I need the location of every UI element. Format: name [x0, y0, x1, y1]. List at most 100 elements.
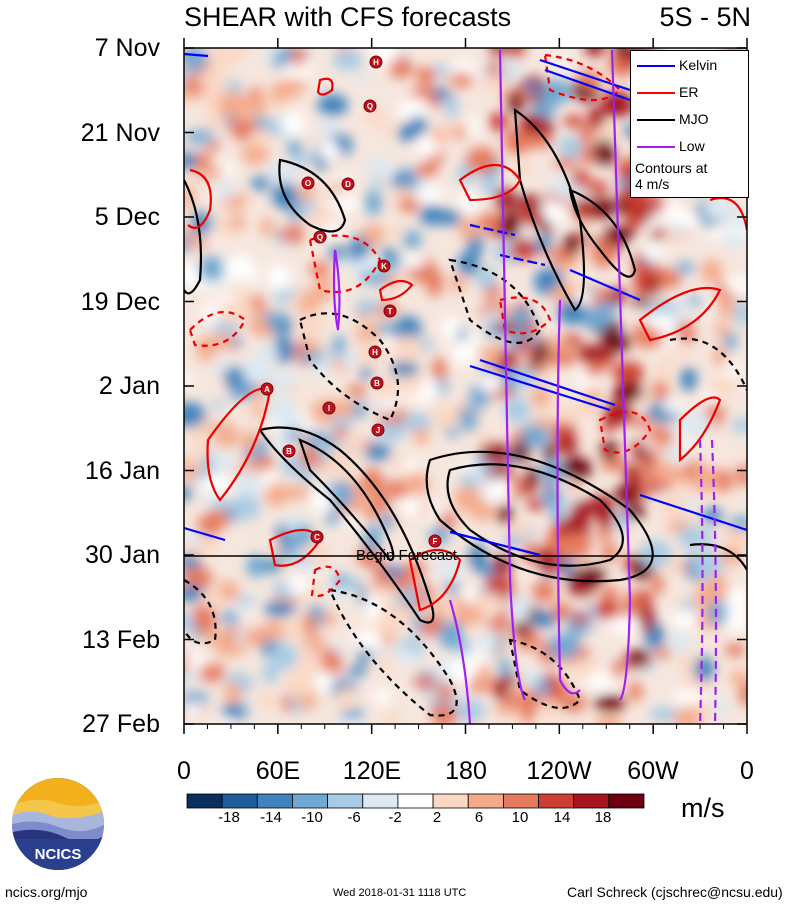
shear-cell [361, 224, 386, 245]
shear-cell [452, 127, 465, 139]
colorbar-swatch [186, 793, 223, 809]
legend-er-label: ER [679, 84, 699, 100]
shear-cell [325, 223, 340, 236]
shear-cell [554, 405, 577, 424]
storm-marker: H [368, 345, 382, 359]
contour-line [543, 53, 622, 101]
shear-cell [459, 471, 480, 491]
shear-cell [269, 642, 298, 671]
shear-cell [673, 707, 701, 724]
shear-cell [392, 453, 406, 474]
shear-cell [513, 634, 543, 645]
shear-cell [595, 599, 620, 619]
cb-label-m18: -18 [218, 809, 240, 826]
contour-line [479, 358, 616, 407]
shear-cell [534, 677, 550, 697]
shear-cell [414, 187, 445, 203]
shear-cell [281, 110, 304, 138]
contour-line [308, 234, 382, 294]
shear-cell [289, 292, 304, 306]
shear-cell [595, 714, 622, 724]
shear-cell [408, 676, 440, 689]
shear-cell [520, 424, 548, 448]
shear-cell [371, 178, 385, 189]
shear-cell [242, 358, 272, 386]
shear-cell [246, 554, 266, 578]
shear-cell [497, 504, 514, 525]
shear-cell [601, 543, 618, 562]
shear-cell [209, 333, 237, 350]
shear-cell [481, 628, 500, 656]
shear-cell [203, 114, 230, 128]
shear-cell [402, 562, 429, 575]
shear-cell [184, 701, 201, 719]
shear-cell [250, 294, 264, 312]
shear-cell [332, 49, 364, 71]
contour-line [332, 249, 341, 331]
legend: Kelvin ER MJO Low Contours at 4 m/s [630, 50, 749, 198]
shear-cell [560, 532, 592, 559]
shear-cell [402, 255, 426, 268]
shear-cell [317, 94, 348, 116]
shear-cell [336, 686, 355, 713]
ytick-5-dec: 5 Dec [94, 203, 160, 231]
shear-cell [651, 227, 664, 241]
shear-cell [525, 498, 547, 511]
shear-cell [198, 255, 225, 283]
shear-cell [707, 599, 728, 626]
shear-cell [453, 485, 482, 512]
legend-contour-note: Contours at 4 m/s [635, 160, 708, 192]
shear-cell [682, 598, 695, 616]
shear-cell [220, 610, 240, 625]
shear-cell [329, 399, 355, 419]
storm-marker: I [322, 401, 336, 415]
shear-cell [472, 592, 502, 610]
xtick-120w: 120W [526, 757, 592, 785]
storm-marker-letter: O [305, 179, 311, 188]
contour-line [569, 268, 641, 302]
shear-cell [346, 432, 365, 456]
shear-cell [217, 91, 249, 119]
contour-line [408, 548, 462, 612]
shear-cell [431, 128, 446, 144]
shear-cell [390, 604, 416, 626]
shear-cell [301, 342, 325, 353]
contour-line [556, 299, 581, 695]
storm-markers: H Q O D Q K T H B A I J B C F [260, 55, 442, 548]
shear-cell [233, 470, 263, 497]
xtick-180: 180 [445, 757, 487, 785]
shear-cell [670, 611, 700, 629]
shear-cell [363, 593, 382, 621]
shear-cell [200, 473, 232, 495]
shear-cell [249, 129, 273, 145]
colorbar-swatch [538, 793, 575, 809]
storm-marker: H [369, 55, 383, 69]
colorbar-swatch [432, 793, 469, 809]
shear-cell [232, 494, 261, 520]
shear-cell [650, 574, 665, 595]
storm-marker: Q [363, 99, 377, 113]
shear-cell [539, 200, 566, 227]
colorbar-swatch [467, 793, 504, 809]
shear-cell [509, 691, 532, 706]
shear-cell [260, 217, 274, 237]
shear-cell [326, 449, 356, 478]
storm-marker-letter: A [264, 385, 270, 394]
shear-cell [541, 79, 572, 105]
contour-line [669, 337, 747, 391]
contour-line [638, 286, 722, 342]
shear-cell [402, 471, 430, 496]
shear-cell [638, 605, 655, 633]
legend-low-label: Low [679, 138, 705, 154]
shear-cell [185, 236, 213, 249]
contour-line [710, 439, 718, 724]
shear-cell [262, 620, 286, 640]
shear-cell [498, 658, 512, 678]
shear-cell [433, 86, 451, 101]
colorbar-swatch [256, 793, 293, 809]
shear-cell [213, 639, 246, 656]
shear-cell [471, 645, 484, 671]
shear-cell [306, 578, 327, 602]
shear-cell [540, 488, 564, 508]
shear-cell [415, 67, 436, 85]
